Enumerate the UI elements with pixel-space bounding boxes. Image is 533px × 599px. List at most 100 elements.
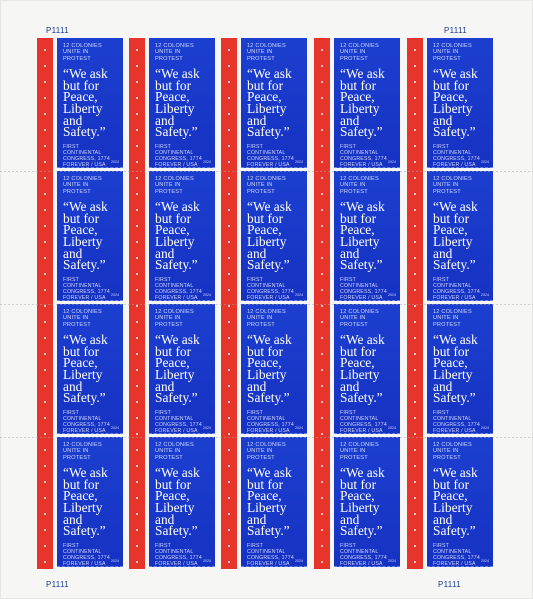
stamp-quote: “We ask but for Peace, Liberty and Safet… (63, 332, 108, 406)
stamp-header: 12 COLONIES UNITE IN PROTEST (63, 442, 102, 461)
stamp-year: 2024 (481, 559, 489, 563)
stamp-column: 12 COLONIES UNITE IN PROTEST “We ask but … (221, 38, 307, 569)
stamp-quote: “We ask but for Peace, Liberty and Safet… (155, 199, 200, 273)
plate-number-top-left: P1111 (46, 26, 69, 35)
stamp-year: 2024 (481, 293, 489, 297)
stamp-footer: FIRST CONTINENTAL CONGRESS, 1774 FOREVER… (63, 409, 110, 434)
stamp-column: 12 COLONIES UNITE IN PROTEST “We ask but … (129, 38, 215, 569)
stamp-footer: FIRST CONTINENTAL CONGRESS, 1774 FOREVER… (433, 542, 480, 567)
stamp-quote: “We ask but for Peace, Liberty and Safet… (433, 66, 478, 140)
stamp-year: 2024 (481, 426, 489, 430)
stamp-quote: “We ask but for Peace, Liberty and Safet… (155, 332, 200, 406)
stamp-header: 12 COLONIES UNITE IN PROTEST (247, 442, 286, 461)
stamp: 12 COLONIES UNITE IN PROTEST “We ask but … (427, 38, 493, 168)
stamp-header: 12 COLONIES UNITE IN PROTEST (155, 176, 194, 195)
stamp-year: 2024 (295, 293, 303, 297)
stamp: 12 COLONIES UNITE IN PROTEST “We ask but … (427, 304, 493, 434)
plate-number-bottom-right: P1111 (438, 580, 461, 589)
stamp-footer: FIRST CONTINENTAL CONGRESS, 1774 FOREVER… (340, 276, 387, 301)
red-star-stripe (407, 38, 423, 569)
stamp: 12 COLONIES UNITE IN PROTEST “We ask but … (241, 304, 307, 434)
stamp-header: 12 COLONIES UNITE IN PROTEST (247, 43, 286, 62)
stamp-year: 2024 (111, 293, 119, 297)
stamp: 12 COLONIES UNITE IN PROTEST “We ask but … (241, 171, 307, 301)
stamp-quote: “We ask but for Peace, Liberty and Safet… (63, 66, 108, 140)
stamp-footer: FIRST CONTINENTAL CONGRESS, 1774 FOREVER… (247, 276, 294, 301)
stamp: 12 COLONIES UNITE IN PROTEST “We ask but … (241, 38, 307, 168)
stamp-footer: FIRST CONTINENTAL CONGRESS, 1774 FOREVER… (433, 409, 480, 434)
stamp-header: 12 COLONIES UNITE IN PROTEST (63, 43, 102, 62)
stamp-quote: “We ask but for Peace, Liberty and Safet… (433, 465, 478, 539)
stamp-year: 2024 (203, 293, 211, 297)
stamp-header: 12 COLONIES UNITE IN PROTEST (433, 442, 472, 461)
perforation-line (0, 437, 533, 438)
stamp-footer: FIRST CONTINENTAL CONGRESS, 1774 FOREVER… (433, 143, 480, 168)
stamp-quote: “We ask but for Peace, Liberty and Safet… (247, 332, 292, 406)
stamp-header: 12 COLONIES UNITE IN PROTEST (340, 442, 379, 461)
stamp-footer: FIRST CONTINENTAL CONGRESS, 1774 FOREVER… (63, 276, 110, 301)
stamp-quote: “We ask but for Peace, Liberty and Safet… (63, 199, 108, 273)
plate-number-top-right: P1111 (444, 26, 467, 35)
stamp-header: 12 COLONIES UNITE IN PROTEST (63, 309, 102, 328)
stamp-header: 12 COLONIES UNITE IN PROTEST (433, 176, 472, 195)
stamp-year: 2024 (481, 160, 489, 164)
stamp-year: 2024 (203, 559, 211, 563)
stamp-footer: FIRST CONTINENTAL CONGRESS, 1774 FOREVER… (340, 409, 387, 434)
stamp: 12 COLONIES UNITE IN PROTEST “We ask but … (149, 171, 215, 301)
stamp-footer: FIRST CONTINENTAL CONGRESS, 1774 FOREVER… (155, 409, 202, 434)
stamp: 12 COLONIES UNITE IN PROTEST “We ask but … (334, 304, 400, 434)
stamp-quote: “We ask but for Peace, Liberty and Safet… (340, 66, 385, 140)
stamp-column: 12 COLONIES UNITE IN PROTEST “We ask but … (314, 38, 400, 569)
stamp-footer: FIRST CONTINENTAL CONGRESS, 1774 FOREVER… (63, 542, 110, 567)
stamp-header: 12 COLONIES UNITE IN PROTEST (433, 43, 472, 62)
red-star-stripe (314, 38, 330, 569)
stamp-quote: “We ask but for Peace, Liberty and Safet… (340, 199, 385, 273)
stamp-year: 2024 (111, 559, 119, 563)
perforation-line (0, 171, 533, 172)
red-star-stripe (129, 38, 145, 569)
stamp-quote: “We ask but for Peace, Liberty and Safet… (247, 199, 292, 273)
stamp-header: 12 COLONIES UNITE IN PROTEST (340, 309, 379, 328)
stamp-header: 12 COLONIES UNITE IN PROTEST (155, 309, 194, 328)
stamp-footer: FIRST CONTINENTAL CONGRESS, 1774 FOREVER… (433, 276, 480, 301)
stamp-year: 2024 (388, 426, 396, 430)
stamp-year: 2024 (388, 559, 396, 563)
stamp: 12 COLONIES UNITE IN PROTEST “We ask but … (334, 38, 400, 168)
stamp-year: 2024 (295, 559, 303, 563)
stamp: 12 COLONIES UNITE IN PROTEST “We ask but … (334, 171, 400, 301)
red-star-stripe (37, 38, 53, 569)
stamp-year: 2024 (111, 426, 119, 430)
stamp-year: 2024 (388, 293, 396, 297)
stamp: 12 COLONIES UNITE IN PROTEST “We ask but … (57, 38, 123, 168)
stamp-column: 12 COLONIES UNITE IN PROTEST “We ask but … (37, 38, 123, 569)
stamp-header: 12 COLONIES UNITE IN PROTEST (155, 442, 194, 461)
plate-number-bottom-left: P1111 (46, 580, 69, 589)
stamp: 12 COLONIES UNITE IN PROTEST “We ask but … (241, 437, 307, 567)
stamp-year: 2024 (388, 160, 396, 164)
stamp-quote: “We ask but for Peace, Liberty and Safet… (433, 199, 478, 273)
stamp-year: 2024 (203, 426, 211, 430)
stamp-footer: FIRST CONTINENTAL CONGRESS, 1774 FOREVER… (247, 409, 294, 434)
stamp: 12 COLONIES UNITE IN PROTEST “We ask but … (149, 437, 215, 567)
stamp-footer: FIRST CONTINENTAL CONGRESS, 1774 FOREVER… (340, 143, 387, 168)
stamp-year: 2024 (295, 426, 303, 430)
red-star-stripe (221, 38, 237, 569)
stamp-footer: FIRST CONTINENTAL CONGRESS, 1774 FOREVER… (155, 276, 202, 301)
stamp: 12 COLONIES UNITE IN PROTEST “We ask but … (334, 437, 400, 567)
stamp-footer: FIRST CONTINENTAL CONGRESS, 1774 FOREVER… (155, 542, 202, 567)
stamp-quote: “We ask but for Peace, Liberty and Safet… (155, 66, 200, 140)
stamp-column: 12 COLONIES UNITE IN PROTEST “We ask but … (407, 38, 493, 569)
stamp-footer: FIRST CONTINENTAL CONGRESS, 1774 FOREVER… (63, 143, 110, 168)
stamp-quote: “We ask but for Peace, Liberty and Safet… (247, 66, 292, 140)
stamp-quote: “We ask but for Peace, Liberty and Safet… (340, 332, 385, 406)
stamp: 12 COLONIES UNITE IN PROTEST “We ask but … (149, 304, 215, 434)
stamp-footer: FIRST CONTINENTAL CONGRESS, 1774 FOREVER… (155, 143, 202, 168)
stamp-quote: “We ask but for Peace, Liberty and Safet… (433, 332, 478, 406)
stamp-quote: “We ask but for Peace, Liberty and Safet… (63, 465, 108, 539)
stamp-header: 12 COLONIES UNITE IN PROTEST (63, 176, 102, 195)
stamp: 12 COLONIES UNITE IN PROTEST “We ask but … (149, 38, 215, 168)
stamp-quote: “We ask but for Peace, Liberty and Safet… (155, 465, 200, 539)
stamp: 12 COLONIES UNITE IN PROTEST “We ask but … (57, 171, 123, 301)
stamp: 12 COLONIES UNITE IN PROTEST “We ask but … (427, 171, 493, 301)
